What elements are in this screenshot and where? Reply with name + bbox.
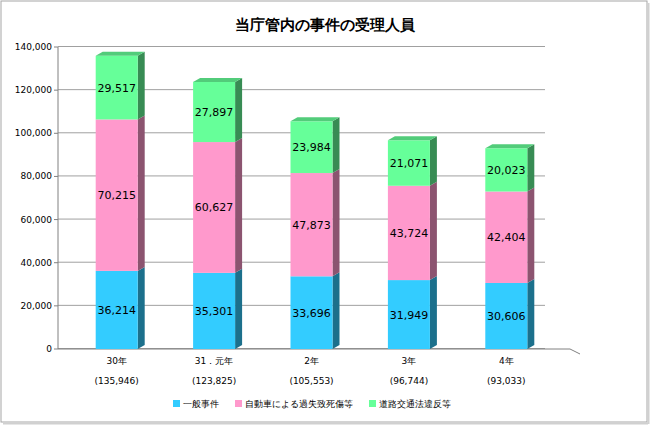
data-labels: 36,214 70,215 29,517 35,301 60,627 27,897 33,6… [97, 82, 525, 323]
tick-label: 80,000 [21, 171, 53, 181]
tick-label: 40,000 [21, 258, 53, 268]
bar-side [138, 267, 145, 349]
bar-side [527, 188, 534, 283]
tick-label: 0 [46, 344, 52, 354]
bar-top [193, 78, 242, 82]
y-axis [58, 47, 59, 349]
bar-side [430, 136, 437, 185]
bar-side [235, 269, 242, 349]
category-label: 4年 [499, 356, 514, 366]
bar-side [430, 182, 437, 280]
data-label: 33,696 [292, 307, 331, 320]
data-label: 70,215 [97, 189, 136, 202]
data-label: 20,023 [487, 164, 526, 177]
bar-top [388, 136, 437, 140]
bar-side [235, 138, 242, 273]
bar-top [291, 117, 340, 121]
data-label: 47,873 [292, 219, 331, 232]
bar [193, 142, 235, 273]
category-label: 31．元年 [195, 356, 233, 366]
frame-shadow [3, 423, 648, 425]
tick-mark [54, 219, 58, 220]
data-label: 23,984 [292, 141, 331, 154]
tick-mark [54, 262, 58, 263]
tick-mark [54, 133, 58, 134]
bars [96, 52, 535, 349]
tick-mark [54, 90, 58, 91]
data-label: 21,071 [390, 157, 429, 170]
legend-label: 一般事件 [183, 399, 219, 409]
legend-label: 自動車による過失致死傷等 [245, 399, 353, 409]
total-label: (105,553) [289, 376, 333, 386]
data-label: 60,627 [195, 201, 234, 214]
bar [388, 186, 430, 280]
bar-side [138, 52, 145, 120]
legend-swatch [235, 400, 242, 407]
legend-swatch [173, 400, 180, 407]
legend-swatch [369, 400, 376, 407]
data-label: 42,404 [487, 231, 526, 244]
bar-side [138, 115, 145, 270]
bar [291, 276, 333, 349]
tick-mark [54, 176, 58, 177]
chart-frame [1, 1, 647, 422]
bar [388, 280, 430, 349]
bar [485, 148, 527, 191]
x-axis [58, 349, 580, 354]
data-label: 27,897 [195, 106, 234, 119]
bar-top [96, 52, 145, 56]
tick-label: 100,000 [15, 128, 52, 138]
bar-side [333, 117, 340, 173]
bar [96, 271, 138, 349]
tick-label: 60,000 [21, 215, 53, 225]
total-label: (93,033) [487, 376, 526, 386]
tick-mark [54, 47, 58, 48]
tick-label: 20,000 [21, 301, 53, 311]
legend-label: 道路交通法違反等 [379, 399, 451, 409]
bar [485, 283, 527, 349]
total-label: (96,744) [390, 376, 429, 386]
data-label: 36,214 [97, 304, 136, 317]
frame-shadow [648, 3, 650, 424]
bar [485, 192, 527, 283]
total-label: (123,825) [192, 376, 236, 386]
category-label: 30年 [106, 356, 126, 366]
data-label: 43,724 [390, 227, 429, 240]
bar-side [333, 272, 340, 349]
data-label: 30,606 [487, 310, 526, 323]
category-label: 2年 [304, 356, 319, 366]
bar [96, 119, 138, 270]
total-label: (135,946) [95, 376, 139, 386]
data-label: 35,301 [195, 305, 234, 318]
legend: 一般事件 自動車による過失致死傷等 道路交通法違反等 [173, 399, 451, 409]
category-label: 3年 [402, 356, 417, 366]
title: 当庁管内の事件の受理人員 [235, 16, 416, 34]
bar [193, 273, 235, 349]
bar-side [430, 276, 437, 349]
bar-top [485, 144, 534, 148]
tick-label: 140,000 [15, 42, 52, 52]
bar-side [333, 169, 340, 276]
bar-side [235, 78, 242, 142]
bar [388, 140, 430, 185]
chart: 当庁管内の事件の受理人員 0 20,000 40,000 60,000 80,000 100… [0, 0, 650, 425]
data-label: 29,517 [97, 82, 136, 95]
bar [291, 173, 333, 276]
bar-side [527, 279, 534, 349]
tick-mark [54, 349, 58, 350]
bar [96, 56, 138, 120]
grid-line [58, 46, 545, 47]
tick-mark [54, 305, 58, 306]
data-label: 31,949 [390, 309, 429, 322]
tick-label: 120,000 [15, 85, 52, 95]
bar [291, 121, 333, 173]
bar [193, 82, 235, 142]
bar-side [527, 144, 534, 191]
